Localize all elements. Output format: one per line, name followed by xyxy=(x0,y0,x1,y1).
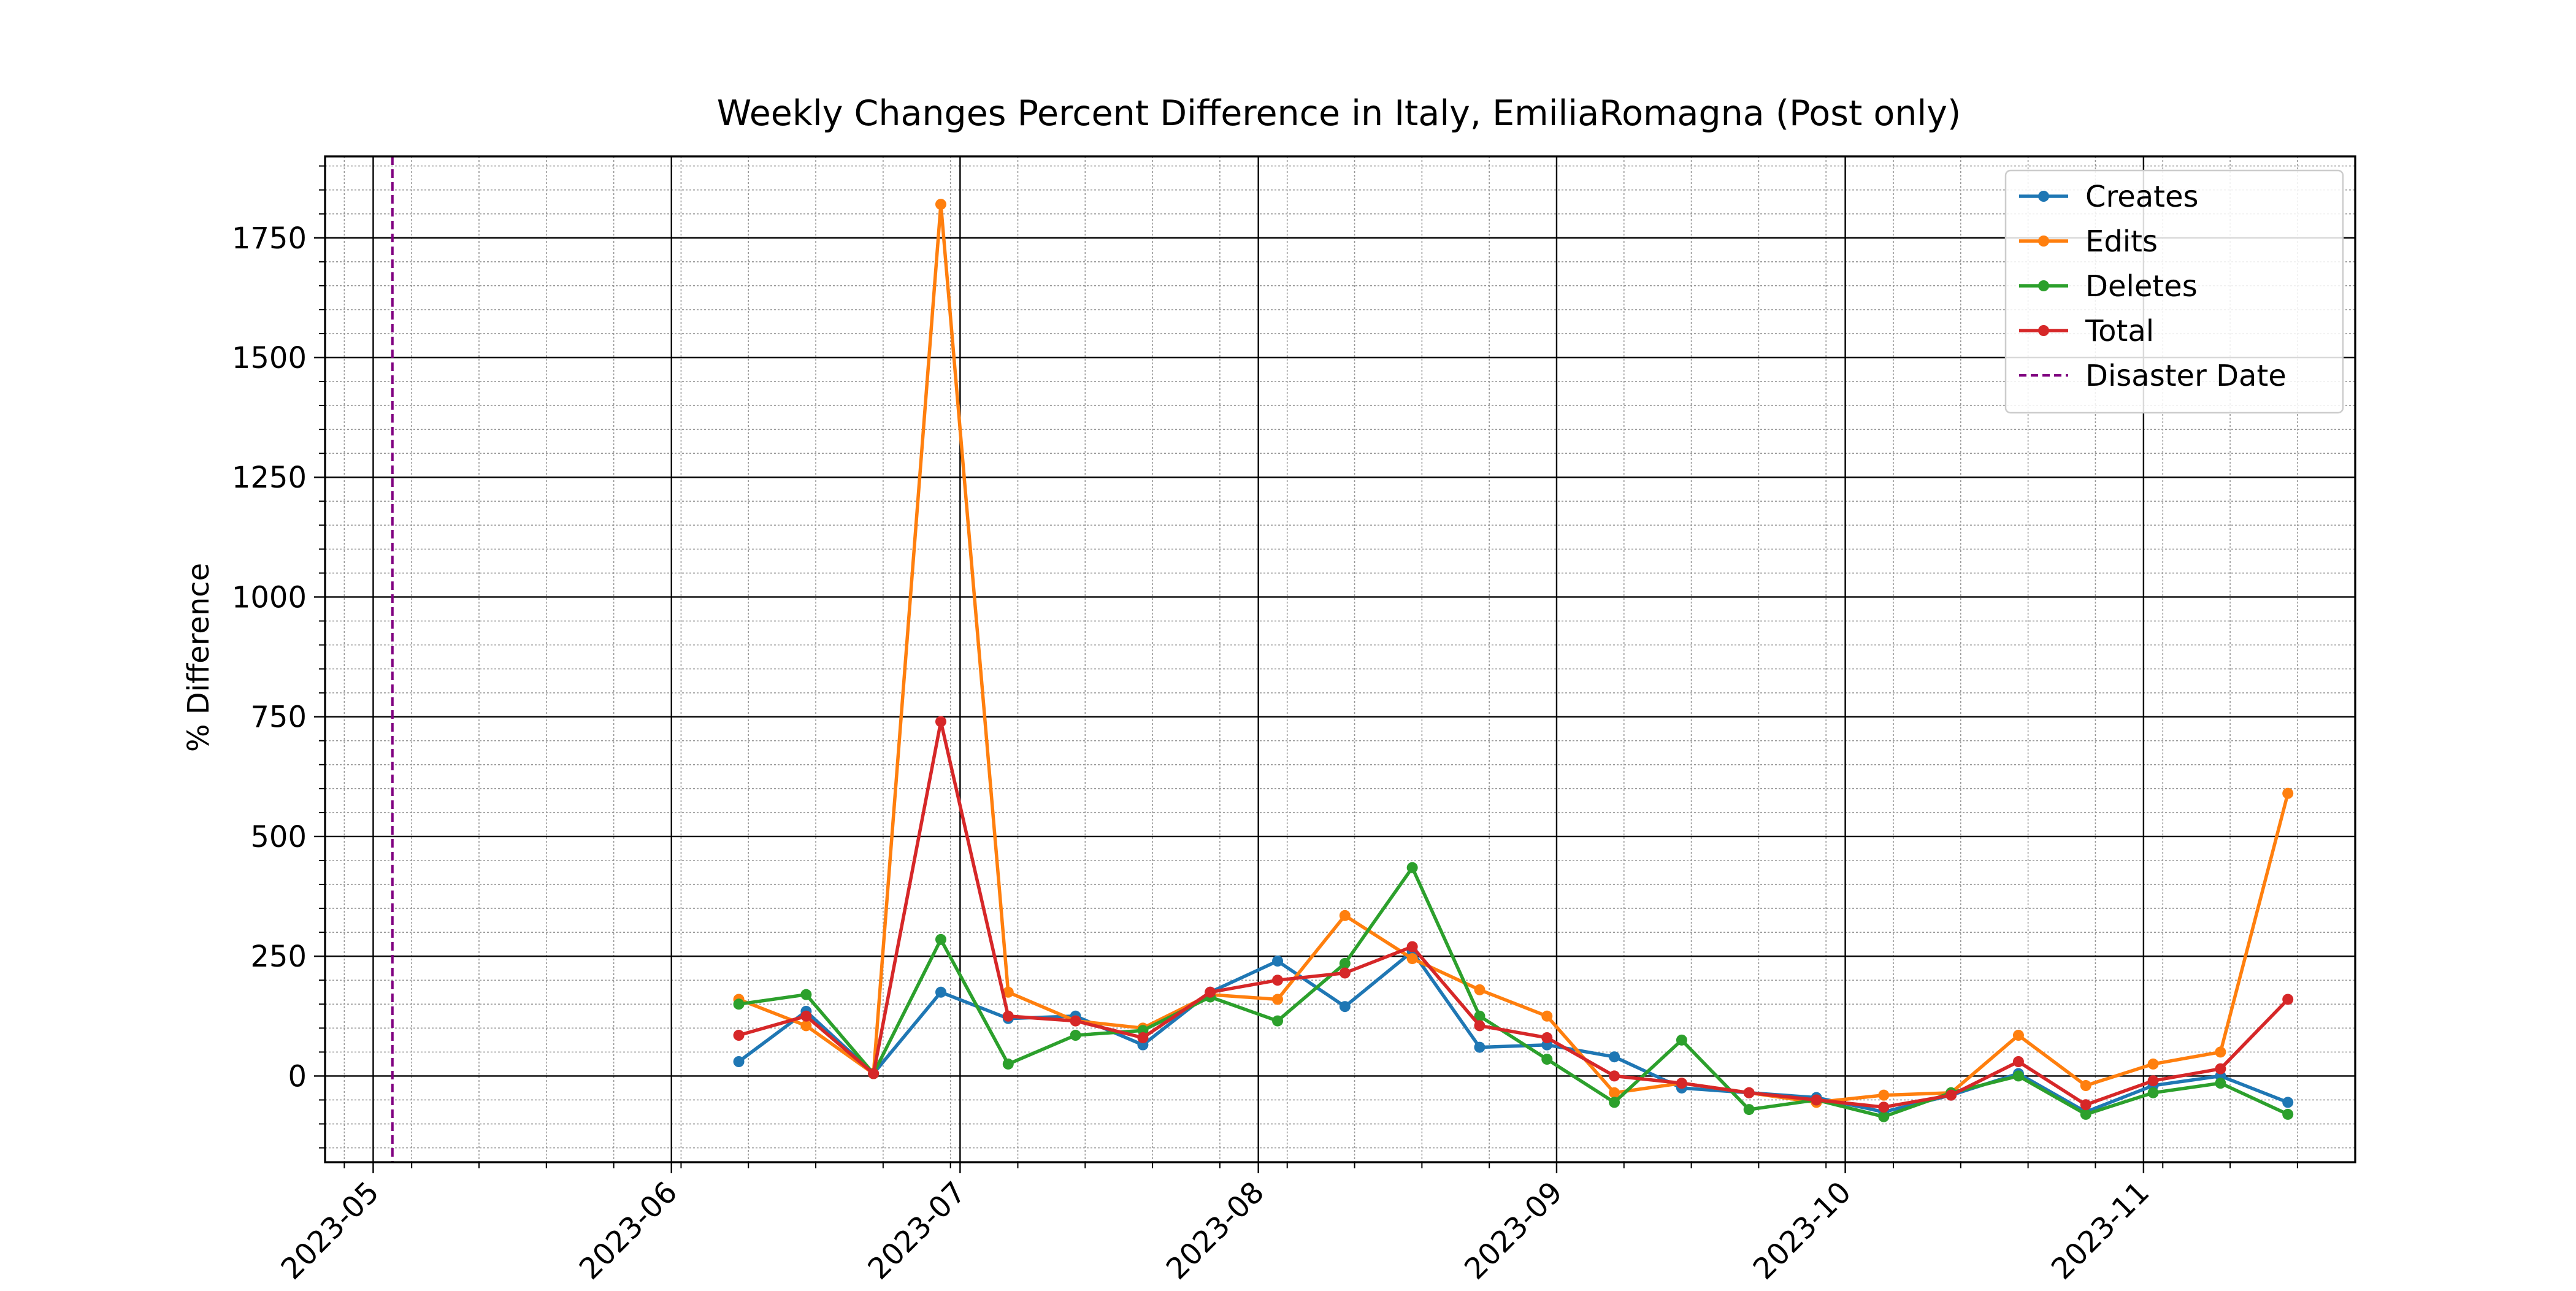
data-point-edits xyxy=(1272,994,1284,1005)
data-point-creates xyxy=(1272,956,1284,967)
data-point-deletes xyxy=(1609,1097,1620,1108)
data-point-total xyxy=(1339,967,1351,979)
data-point-total xyxy=(2147,1075,2159,1087)
data-point-total xyxy=(800,1010,812,1022)
data-point-total xyxy=(2215,1063,2226,1075)
legend-label-edits: Edits xyxy=(2085,224,2158,259)
legend-marker-creates xyxy=(2038,191,2049,202)
data-point-creates xyxy=(1339,1001,1351,1013)
data-point-edits xyxy=(2282,787,2294,799)
data-point-deletes xyxy=(935,933,946,945)
data-point-deletes xyxy=(1272,1015,1284,1027)
data-point-creates xyxy=(733,1056,745,1067)
data-point-deletes xyxy=(1002,1058,1014,1070)
data-point-deletes xyxy=(2147,1087,2159,1098)
axis-ticks xyxy=(314,165,2298,1173)
data-point-total xyxy=(1406,941,1418,952)
legend-label-deletes: Deletes xyxy=(2085,269,2198,304)
data-point-total xyxy=(1811,1094,1822,1106)
data-point-total xyxy=(1137,1032,1149,1043)
data-point-total xyxy=(1945,1089,1957,1101)
series-line-creates xyxy=(737,949,2289,1114)
data-point-deletes xyxy=(1676,1034,1687,1046)
y-tick-label: 1500 xyxy=(232,341,307,375)
y-axis-tick-labels: 0 250 500 750 1000 1250 1500 1750 xyxy=(232,221,307,1094)
data-point-edits xyxy=(1339,910,1351,921)
data-point-deletes xyxy=(1070,1030,1081,1041)
chart-title: Weekly Changes Percent Difference in Ita… xyxy=(717,93,1961,134)
data-point-deletes xyxy=(1339,957,1351,969)
data-point-edits xyxy=(1878,1089,1890,1101)
data-point-total xyxy=(1743,1087,1755,1098)
legend-marker-deletes xyxy=(2038,280,2049,291)
data-point-deletes xyxy=(733,998,745,1010)
legend-label-total: Total xyxy=(2085,314,2154,348)
data-point-edits xyxy=(935,199,946,210)
data-point-creates xyxy=(1609,1051,1620,1063)
y-tick-label: 0 xyxy=(288,1059,307,1094)
data-point-deletes xyxy=(1878,1111,1890,1122)
data-point-edits xyxy=(2215,1046,2226,1058)
data-point-total xyxy=(935,716,946,727)
y-tick-label: 1000 xyxy=(232,580,307,615)
data-point-edits xyxy=(1406,953,1418,965)
data-point-total xyxy=(1878,1101,1890,1113)
data-point-deletes xyxy=(2080,1108,2091,1120)
y-tick-label: 1250 xyxy=(232,461,307,495)
series-line-deletes xyxy=(738,865,2289,1119)
data-point-deletes xyxy=(800,989,812,1000)
major-grid xyxy=(325,156,2355,1162)
legend-box xyxy=(2004,169,2344,414)
data-point-edits xyxy=(2080,1080,2091,1092)
data-point-deletes xyxy=(2215,1078,2226,1089)
data-point-deletes xyxy=(1743,1104,1755,1116)
data-point-total xyxy=(1205,986,1216,998)
plot-area-frame xyxy=(324,155,2356,1163)
data-point-deletes xyxy=(2012,1070,2024,1082)
data-point-edits xyxy=(1002,986,1014,998)
y-tick-label: 750 xyxy=(250,700,307,735)
data-point-edits xyxy=(2147,1058,2159,1070)
data-point-edits xyxy=(1474,984,1485,995)
data-point-total xyxy=(2282,994,2294,1005)
series-line-total xyxy=(738,719,2290,1109)
data-point-deletes xyxy=(1474,1010,1485,1022)
data-point-total xyxy=(1070,1015,1081,1027)
y-axis-label: % Difference xyxy=(182,563,216,752)
data-point-edits xyxy=(1609,1087,1620,1098)
data-point-total xyxy=(868,1068,880,1079)
data-point-total xyxy=(733,1030,745,1041)
legend-label-creates: Creates xyxy=(2085,180,2199,214)
data-point-total xyxy=(1474,1020,1485,1032)
series-layer xyxy=(733,199,2294,1122)
data-point-total xyxy=(2012,1056,2024,1067)
y-tick-label: 500 xyxy=(250,820,307,854)
data-point-total xyxy=(2080,1099,2091,1111)
data-point-deletes xyxy=(2282,1108,2294,1120)
series-line-edits xyxy=(738,202,2290,1105)
data-point-edits xyxy=(800,1020,812,1032)
data-point-deletes xyxy=(1541,1054,1553,1065)
y-tick-label: 250 xyxy=(250,940,307,974)
data-point-total xyxy=(1676,1078,1687,1089)
data-point-total xyxy=(1609,1070,1620,1082)
legend: Creates Edits Deletes Total Disaster Date xyxy=(2004,169,2344,414)
data-point-total xyxy=(1272,975,1284,986)
data-point-creates xyxy=(1474,1041,1485,1053)
data-point-creates xyxy=(935,986,946,998)
data-point-total xyxy=(1002,1010,1014,1022)
legend-label-disaster-date: Disaster Date xyxy=(2085,359,2287,393)
data-point-creates xyxy=(2282,1097,2294,1108)
legend-marker-edits xyxy=(2038,236,2049,247)
data-point-deletes xyxy=(1406,862,1418,873)
data-point-total xyxy=(1541,1032,1553,1043)
y-tick-label: 1750 xyxy=(232,221,307,256)
legend-marker-total xyxy=(2038,325,2049,336)
data-point-edits xyxy=(1541,1010,1553,1022)
data-point-edits xyxy=(2012,1030,2024,1041)
